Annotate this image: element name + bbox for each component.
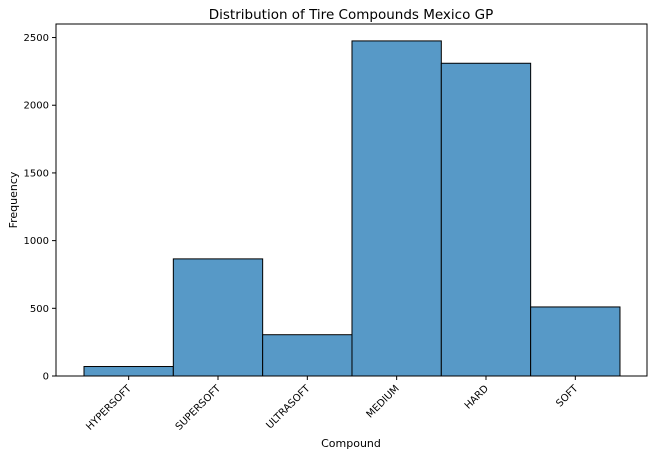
y-tick-label: 0 bbox=[43, 372, 49, 383]
bar-hard bbox=[440, 62, 532, 377]
bar-medium bbox=[351, 40, 442, 377]
x-tick-label-hard: HARD bbox=[463, 383, 492, 412]
x-tick-label-ultrasoft: ULTRASOFT bbox=[264, 383, 313, 432]
y-axis: 0 500 1000 1500 2000 2500 bbox=[24, 33, 56, 383]
y-axis-label: Frequency bbox=[7, 171, 20, 228]
bar-soft bbox=[530, 306, 621, 377]
y-tick-label: 2000 bbox=[24, 101, 49, 112]
bar-ultrasoft bbox=[262, 334, 353, 377]
y-tick-label: 1000 bbox=[24, 236, 49, 247]
bar-supersoft bbox=[172, 258, 264, 377]
y-tick-label: 1500 bbox=[24, 168, 49, 179]
y-tick-label: 500 bbox=[30, 304, 49, 315]
chart-title: Distribution of Tire Compounds Mexico GP bbox=[209, 7, 494, 23]
x-tick-label-supersoft: SUPERSOFT bbox=[174, 383, 224, 433]
plot-frame bbox=[55, 23, 648, 377]
x-tick-label-soft: SOFT bbox=[554, 383, 581, 410]
y-tick-label: 2500 bbox=[24, 33, 49, 44]
x-tick-label-medium: MEDIUM bbox=[365, 383, 402, 420]
bar-hypersoft bbox=[83, 366, 174, 377]
x-axis-label: Compound bbox=[321, 437, 381, 450]
x-axis: HYPERSOFT SUPERSOFT ULTRASOFT MEDIUM HARD SOF… bbox=[84, 376, 581, 433]
x-tick-label-hypersoft: HYPERSOFT bbox=[84, 383, 134, 433]
bars-layer bbox=[83, 40, 621, 377]
